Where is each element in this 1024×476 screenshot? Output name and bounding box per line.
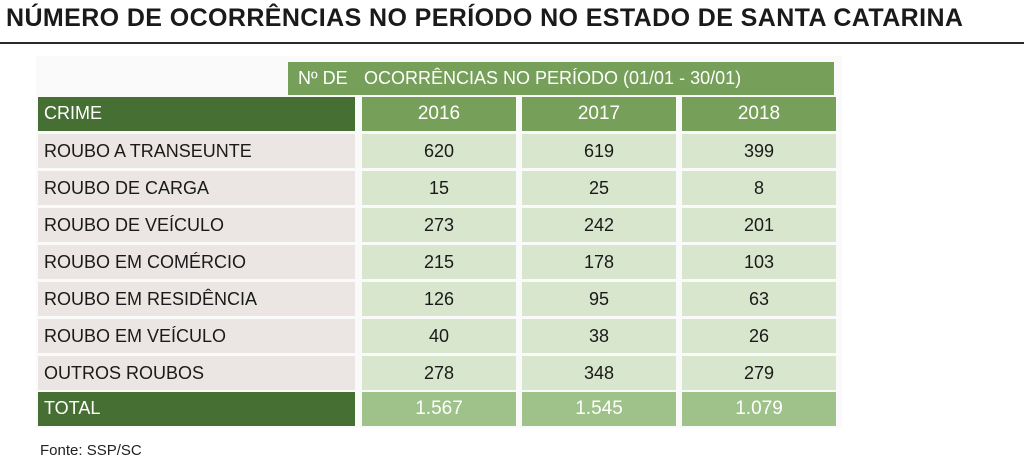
total-value: 1.079 [682, 392, 836, 426]
row-label: ROUBO EM VEÍCULO [38, 319, 355, 353]
row-label: ROUBO EM RESIDÊNCIA [38, 282, 355, 316]
row-label: ROUBO DE VEÍCULO [38, 208, 355, 242]
table-cell-value: 201 [682, 208, 836, 242]
table-cell-value: 279 [682, 356, 836, 390]
super-header-left: Nº DE [288, 62, 360, 95]
super-header-right: OCORRÊNCIAS NO PERÍODO (01/01 - 30/01) [360, 62, 834, 95]
column-header-crime: CRIME [38, 97, 355, 131]
table-cell-value: 26 [682, 319, 836, 353]
table-cell-value: 25 [522, 171, 676, 205]
table-cell-value: 619 [522, 134, 676, 168]
table-cell-value: 63 [682, 282, 836, 316]
column-header-year: 2018 [682, 97, 836, 131]
table-cell-value: 273 [362, 208, 516, 242]
title-divider [0, 42, 1024, 44]
row-label: ROUBO DE CARGA [38, 171, 355, 205]
table-cell-value: 178 [522, 245, 676, 279]
page-title: NÚMERO DE OCORRÊNCIAS NO PERÍODO NO ESTA… [6, 4, 964, 32]
table-cell-value: 620 [362, 134, 516, 168]
table-cell-value: 95 [522, 282, 676, 316]
row-label: OUTROS ROUBOS [38, 356, 355, 390]
table-cell-value: 348 [522, 356, 676, 390]
table-cell-value: 242 [522, 208, 676, 242]
total-label: TOTAL [38, 392, 355, 426]
column-header-year: 2016 [362, 97, 516, 131]
table-cell-value: 126 [362, 282, 516, 316]
table-cell-value: 399 [682, 134, 836, 168]
column-header-year: 2017 [522, 97, 676, 131]
table-cell-value: 215 [362, 245, 516, 279]
row-label: ROUBO EM COMÉRCIO [38, 245, 355, 279]
table-cell-value: 40 [362, 319, 516, 353]
row-label: ROUBO A TRANSEUNTE [38, 134, 355, 168]
table-cell-value: 8 [682, 171, 836, 205]
table-cell-value: 103 [682, 245, 836, 279]
source-note: Fonte: SSP/SC [40, 442, 142, 459]
total-value: 1.567 [362, 392, 516, 426]
table-cell-value: 278 [362, 356, 516, 390]
total-value: 1.545 [522, 392, 676, 426]
table-cell-value: 38 [522, 319, 676, 353]
table-cell-value: 15 [362, 171, 516, 205]
